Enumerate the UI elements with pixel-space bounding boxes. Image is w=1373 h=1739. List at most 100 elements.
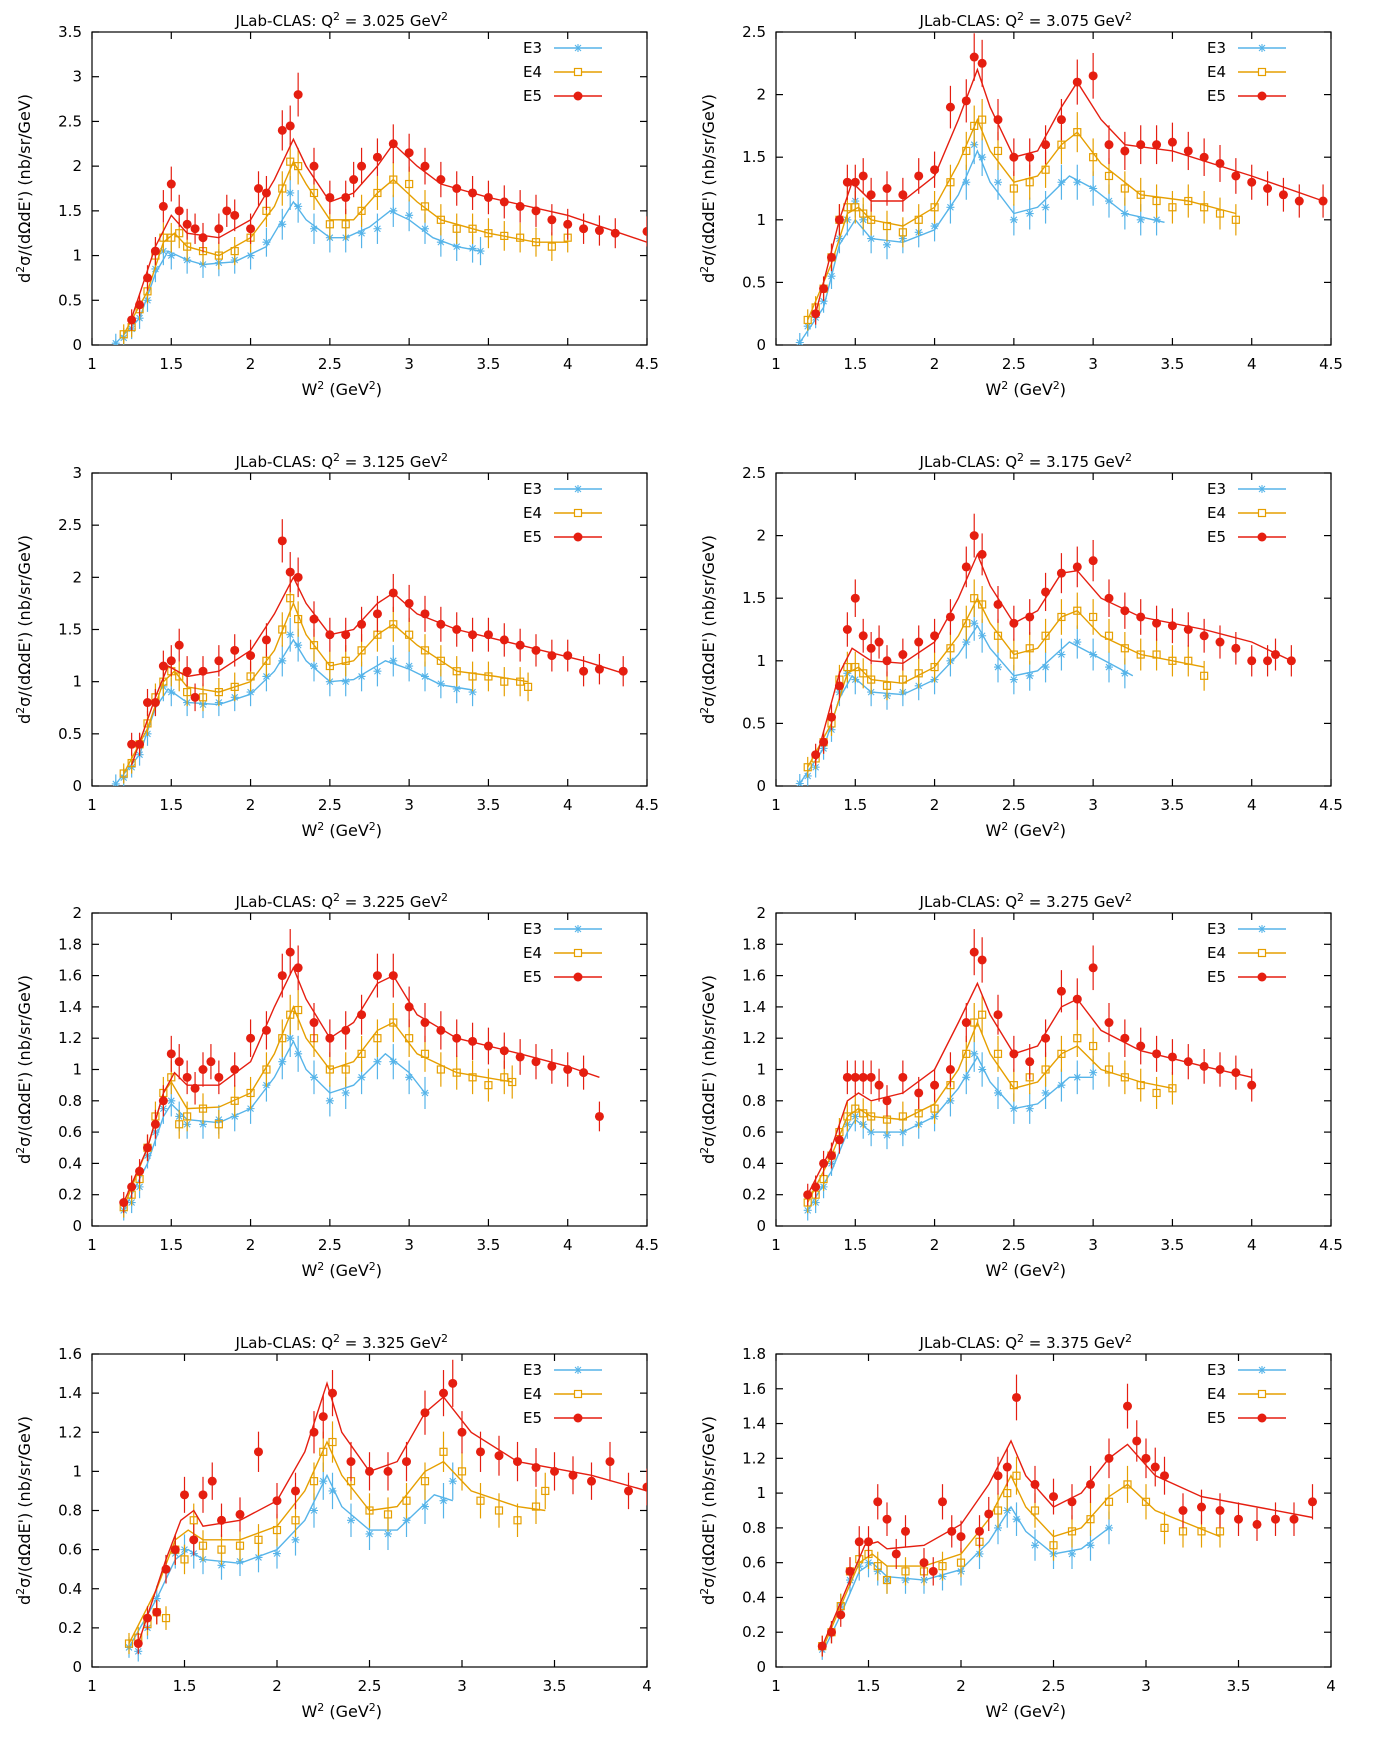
marker-dot <box>1041 140 1051 150</box>
marker-square <box>183 687 192 697</box>
marker-dot <box>277 125 287 135</box>
marker-dot <box>1183 146 1193 156</box>
xlabel-suffix: (GeV <box>1008 380 1053 399</box>
data-point-e5 <box>842 1060 852 1095</box>
marker-dot <box>1199 1061 1209 1071</box>
model-curve-e5 <box>814 67 1324 314</box>
xlabel-sup2: 2 <box>1053 1260 1060 1273</box>
data-point-e4 <box>1184 645 1193 677</box>
legend: E3 E4 E5 <box>1207 920 1286 986</box>
marker-dot <box>864 1537 873 1547</box>
data-point-e5 <box>945 599 955 635</box>
data-point-e4 <box>389 161 398 198</box>
data-point-e5 <box>819 1150 829 1176</box>
model-curve-e3 <box>807 1055 1094 1211</box>
marker-square <box>286 594 295 603</box>
data-point-e4 <box>468 1060 477 1095</box>
y-axis-label: d2σ/(dΩdE') (nb/sr/GeV) <box>14 535 34 724</box>
marker-dot <box>499 197 509 207</box>
data-point-e5 <box>882 1502 892 1536</box>
marker-dot <box>898 190 908 200</box>
data-point-e5 <box>1120 1019 1130 1057</box>
data-point-e5 <box>388 953 398 998</box>
data-point-e5 <box>1167 1039 1177 1075</box>
x-tick-label: 2.5 <box>1002 1236 1026 1254</box>
marker-dot <box>135 739 145 749</box>
marker-dot <box>457 1427 467 1437</box>
chart-panel-8: 1 1.5 2 2.5 3 3.5 4 0 0.2 0.4 0.6 0.8 1 1.2 1.4 1.6 1.8 J… <box>698 1332 1336 1721</box>
data-point-e4 <box>1200 191 1209 224</box>
data-point-e4 <box>541 1472 550 1510</box>
marker-star <box>1031 1541 1039 1550</box>
marker-square <box>1089 1041 1098 1051</box>
marker-dot <box>436 175 446 185</box>
marker-dot <box>190 692 200 702</box>
data-point-e5 <box>499 185 509 219</box>
marker-square <box>1089 612 1098 622</box>
marker-star <box>1089 184 1098 193</box>
marker-dot <box>1294 196 1304 206</box>
marker-square <box>286 157 295 166</box>
data-point-e4 <box>217 1534 226 1565</box>
marker-dot <box>468 188 478 198</box>
x-tick-label: 1.5 <box>843 796 867 814</box>
data-point-e5 <box>1049 1478 1058 1515</box>
data-point-e5 <box>1072 59 1082 105</box>
marker-dot <box>190 1083 200 1093</box>
marker-square <box>962 1049 971 1058</box>
data-point-e5 <box>404 584 414 622</box>
marker-dot <box>468 630 478 640</box>
xlabel-sup: 2 <box>1001 820 1008 833</box>
marker-dot <box>1132 1436 1142 1446</box>
plot-area <box>119 929 604 1221</box>
marker-dot <box>1152 618 1162 628</box>
x-tick-label: 2 <box>930 1236 940 1254</box>
marker-star <box>1105 663 1113 672</box>
data-point-e4 <box>262 1052 271 1087</box>
data-point-e5 <box>993 1456 1003 1495</box>
data-point-e5 <box>969 929 979 976</box>
marker-square <box>124 1639 134 1648</box>
x-tick-label: 1.5 <box>159 796 183 814</box>
chart-title: JLab-CLAS: Q2 = 3.125 GeV2 <box>235 451 448 471</box>
marker-star <box>167 1096 176 1105</box>
data-point-e4 <box>1104 618 1114 653</box>
data-point-e5 <box>372 595 382 632</box>
x-tick-label: 2.5 <box>1002 355 1026 373</box>
marker-dot <box>819 284 829 294</box>
marker-star <box>994 663 1002 672</box>
model-curve-e4 <box>821 1474 1221 1650</box>
data-point-e4 <box>119 324 128 345</box>
marker-dot <box>436 619 446 629</box>
marker-square <box>1104 631 1114 640</box>
xlabel-end: ) <box>376 1702 382 1721</box>
data-point-e4 <box>198 1530 208 1562</box>
marker-star <box>436 679 445 688</box>
marker-star <box>452 684 461 693</box>
y-tick-label: 0.8 <box>58 1092 82 1110</box>
legend-label-e4: E4 <box>1207 1385 1226 1403</box>
marker-square <box>1049 1541 1058 1550</box>
data-point-e5 <box>1183 131 1193 171</box>
y-tick-label: 2 <box>756 527 766 545</box>
data-point-e5 <box>1104 125 1114 165</box>
marker-square <box>373 1034 382 1043</box>
x-tick-label: 2 <box>956 1677 966 1695</box>
marker-square <box>946 178 955 187</box>
marker-star <box>405 211 414 220</box>
data-point-e5 <box>977 39 987 87</box>
data-point-e4 <box>882 210 892 242</box>
x-tick-label: 4 <box>563 355 573 373</box>
x-tick-label: 3 <box>1088 355 1098 373</box>
marker-square <box>1152 650 1161 659</box>
data-point-e5 <box>1199 138 1209 176</box>
marker-star <box>357 672 366 681</box>
legend-label-e5: E5 <box>1207 87 1226 105</box>
marker-dot <box>945 102 955 112</box>
data-point-e5 <box>293 557 303 598</box>
marker-star <box>1120 669 1129 678</box>
marker-star <box>439 1496 448 1505</box>
marker-dot <box>448 1378 458 1388</box>
marker-dot <box>285 121 295 131</box>
